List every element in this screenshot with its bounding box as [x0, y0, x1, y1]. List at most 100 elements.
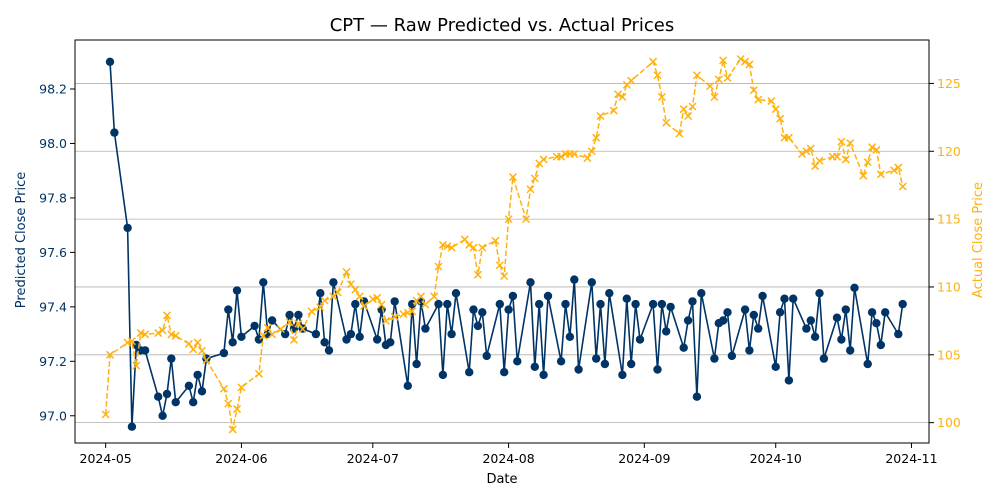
actual-point — [171, 331, 180, 340]
actual-point — [653, 71, 662, 80]
predicted-point — [789, 294, 798, 303]
predicted-point — [723, 308, 732, 317]
predicted-point — [539, 370, 548, 380]
actual-point — [132, 361, 141, 370]
predicted-point — [627, 359, 636, 369]
actual-point — [377, 300, 386, 309]
actual-point — [868, 143, 877, 152]
y-right-tick-label: 115 — [937, 212, 961, 227]
y-right-tick-label: 125 — [937, 76, 961, 91]
actual-point — [784, 133, 793, 142]
predicted-point — [421, 324, 430, 333]
predicted-point — [653, 365, 662, 374]
x-tick-label: 2024-10 — [750, 451, 802, 466]
predicted-point — [815, 289, 824, 298]
predicted-point — [105, 57, 115, 66]
predicted-point — [390, 297, 399, 306]
actual-point — [403, 308, 412, 317]
predicted-point — [232, 286, 242, 295]
actual-point — [688, 102, 697, 111]
predicted-point — [631, 299, 640, 309]
predicted-point — [311, 329, 321, 339]
x-axis-label: Date — [486, 472, 517, 487]
predicted-point — [469, 305, 478, 314]
predicted-point — [329, 278, 338, 287]
y-left-tick-label: 97.6 — [39, 245, 67, 260]
actual-point — [465, 240, 474, 249]
actual-point — [596, 111, 605, 121]
actual-point — [609, 106, 618, 115]
predicted-point — [465, 368, 474, 377]
predicted-point — [587, 278, 596, 287]
predicted-point — [806, 316, 815, 325]
actual-point — [351, 285, 360, 294]
predicted-point — [780, 294, 789, 303]
predicted-point — [600, 359, 610, 369]
y-left-tick-label: 97.2 — [39, 354, 67, 369]
predicted-point — [508, 291, 518, 301]
actual-point — [741, 57, 750, 66]
actual-point — [416, 292, 426, 301]
plot-frame — [74, 39, 930, 444]
actual-point — [189, 345, 198, 354]
y-left-tick-label: 97.0 — [39, 408, 67, 423]
actual-point — [473, 270, 482, 279]
predicted-point — [666, 302, 675, 312]
actual-point — [776, 114, 785, 123]
predicted-point — [898, 299, 907, 309]
actual-point — [894, 163, 903, 172]
y-axis-left: 97.0 97.2 97.4 97.6 97.8 98.0 98.2 — [39, 82, 75, 423]
predicted-point — [876, 340, 885, 350]
actual-point — [438, 240, 447, 249]
actual-point — [447, 243, 456, 252]
predicted-point — [250, 321, 259, 331]
predicted-point — [740, 305, 750, 314]
actual-point — [259, 331, 268, 340]
y-right-tick-label: 105 — [937, 347, 961, 362]
predicted-point — [810, 332, 820, 341]
actual-point — [101, 410, 110, 419]
actual-point — [587, 147, 596, 156]
x-axis: 2024-05 2024-06 2024-07 2024-08 2024-09 2024-… — [80, 443, 938, 466]
y-left-tick-label: 98.2 — [39, 82, 67, 97]
actual-point — [390, 312, 399, 321]
actual-point — [478, 243, 487, 252]
actual-point — [649, 57, 658, 66]
actual-point — [614, 90, 623, 99]
actual-point — [846, 139, 855, 148]
actual-point — [233, 405, 242, 414]
predicted-point — [867, 308, 877, 317]
actual-point — [219, 384, 228, 393]
actual-point — [508, 173, 517, 182]
predicted-point — [683, 316, 693, 325]
y-left-tick-label: 97.8 — [39, 190, 67, 205]
predicted-point — [127, 422, 137, 431]
actual-point — [224, 399, 233, 408]
predicted-point — [530, 362, 539, 371]
predicted-point — [267, 316, 277, 325]
actual-point — [469, 243, 478, 252]
predicted-point — [679, 343, 688, 352]
actual-point — [421, 300, 430, 309]
predicted-point — [556, 357, 566, 366]
predicted-point — [386, 338, 395, 347]
y-left-tick-label: 98.0 — [39, 136, 67, 151]
predicted-point — [758, 291, 767, 301]
actual-point — [167, 330, 176, 339]
y-right-tick-label: 110 — [937, 279, 961, 294]
actual-point — [368, 295, 377, 304]
predicted-point — [775, 308, 785, 317]
actual-point — [530, 174, 539, 183]
predicted-point — [657, 299, 667, 309]
predicted-point — [443, 299, 452, 309]
predicted-point — [635, 335, 645, 344]
predicted-series — [105, 57, 907, 431]
actual-series — [101, 54, 907, 434]
predicted-point — [837, 335, 846, 344]
x-tick-label: 2024-11 — [885, 451, 937, 466]
x-tick-label: 2024-08 — [482, 451, 534, 466]
predicted-point — [259, 278, 268, 287]
predicted-point — [745, 346, 754, 355]
